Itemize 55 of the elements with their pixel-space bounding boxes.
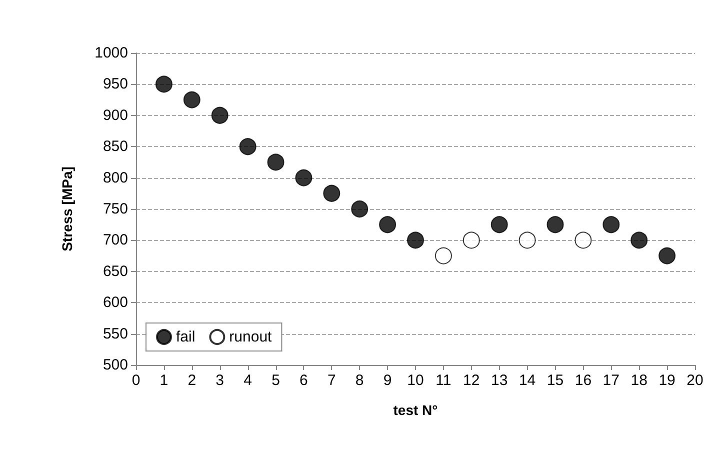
x-tick-label: 17 bbox=[602, 372, 620, 389]
x-tick-label: 19 bbox=[658, 372, 676, 389]
y-tick-label: 750 bbox=[102, 200, 128, 218]
point bbox=[267, 154, 284, 171]
point bbox=[546, 216, 564, 234]
legend-label: runout bbox=[229, 328, 273, 346]
point bbox=[574, 232, 592, 249]
x-tick-label: 3 bbox=[216, 372, 224, 389]
point bbox=[351, 200, 368, 218]
y-tick-label: 900 bbox=[102, 106, 128, 124]
point bbox=[518, 232, 536, 249]
point bbox=[379, 216, 396, 234]
y-tick-label: 950 bbox=[102, 76, 128, 93]
point bbox=[183, 91, 200, 108]
point bbox=[630, 232, 648, 249]
point bbox=[323, 184, 340, 202]
y-tick-label: 600 bbox=[102, 294, 128, 312]
point bbox=[211, 106, 228, 124]
y-axis-title: Stress [MPa] bbox=[59, 166, 75, 252]
point bbox=[407, 232, 424, 249]
point bbox=[155, 76, 172, 93]
x-tick-label: 0 bbox=[132, 372, 140, 389]
x-tick-label: 8 bbox=[355, 372, 364, 389]
point bbox=[462, 232, 480, 249]
x-axis-title: test N° bbox=[393, 402, 438, 418]
y-tick-label: 1000 bbox=[94, 44, 128, 62]
y-tick-label: 850 bbox=[102, 138, 128, 156]
y-tick-label: 500 bbox=[102, 356, 128, 374]
legend-label: fail bbox=[176, 328, 196, 346]
point bbox=[490, 216, 508, 234]
point bbox=[602, 216, 620, 234]
y-tick-label: 700 bbox=[102, 232, 128, 249]
x-tick-label: 20 bbox=[686, 372, 704, 389]
x-tick-label: 5 bbox=[272, 372, 280, 389]
x-tick-label: 1 bbox=[160, 372, 168, 389]
y-tick-label: 550 bbox=[102, 325, 128, 342]
point bbox=[295, 169, 312, 186]
x-tick-label: 6 bbox=[300, 372, 308, 389]
point bbox=[658, 247, 676, 264]
point bbox=[239, 138, 256, 156]
point bbox=[434, 247, 452, 264]
x-tick-label: 11 bbox=[436, 372, 452, 389]
x-tick-label: 7 bbox=[327, 372, 336, 389]
x-tick-label: 4 bbox=[244, 372, 252, 389]
x-tick-label: 10 bbox=[407, 372, 424, 389]
y-tick-label: 650 bbox=[102, 262, 128, 280]
x-tick-label: 18 bbox=[630, 372, 648, 389]
y-tick-label: 800 bbox=[102, 169, 128, 186]
x-tick-label: 13 bbox=[491, 372, 508, 389]
x-tick-label: 9 bbox=[383, 372, 392, 389]
x-tick-label: 14 bbox=[518, 372, 536, 389]
x-tick-label: 12 bbox=[463, 372, 480, 389]
x-tick-label: 15 bbox=[546, 372, 564, 389]
x-tick-label: 16 bbox=[574, 372, 592, 389]
x-tick-label: 2 bbox=[188, 372, 196, 389]
